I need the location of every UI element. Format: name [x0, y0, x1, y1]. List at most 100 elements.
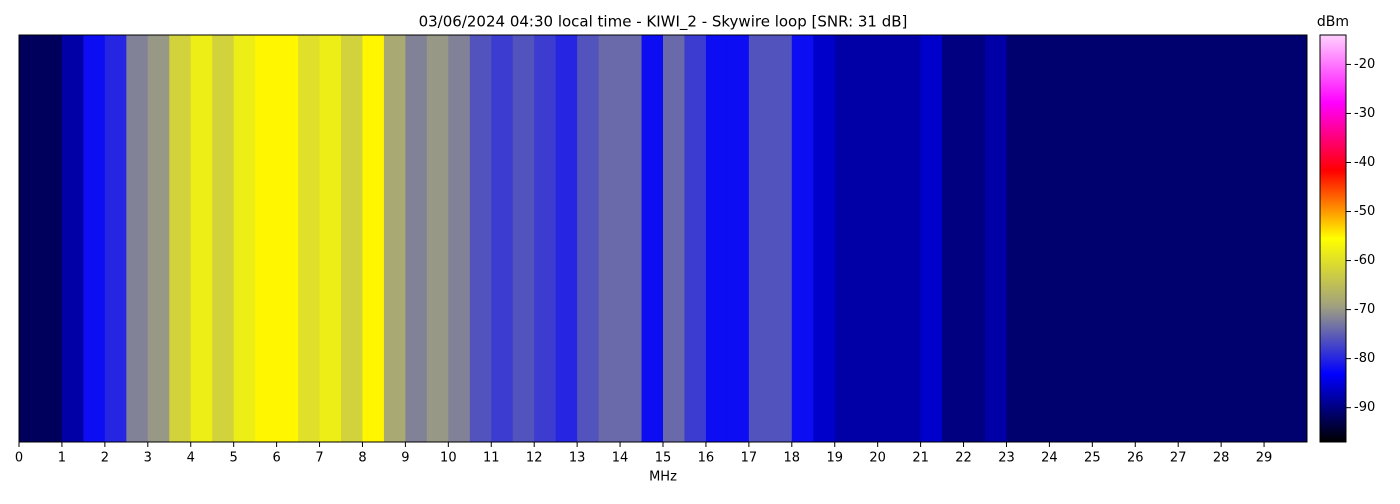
x-axis-label: MHz — [649, 470, 677, 485]
spectrum-cell — [469, 35, 492, 442]
x-tick-label: 18 — [784, 451, 801, 466]
spectrum-cell — [620, 35, 643, 442]
chart-title: 03/06/2024 04:30 local time - KIWI_2 - S… — [419, 13, 908, 32]
spectrum-cell — [899, 35, 922, 442]
spectrum-cell — [147, 35, 170, 442]
spectrum-cell — [1178, 35, 1201, 442]
spectrum-cell — [169, 35, 192, 442]
x-tick-label: 23 — [998, 451, 1015, 466]
spectrum-cell — [727, 35, 750, 442]
spectrum-cell — [255, 35, 278, 442]
spectrum-cell — [298, 35, 321, 442]
spectrum-cell — [942, 35, 965, 442]
x-tick-label: 25 — [1084, 451, 1101, 466]
x-tick-label: 13 — [569, 451, 586, 466]
spectrum-cell — [1285, 35, 1308, 442]
colorbar — [1319, 34, 1347, 443]
spectrum-cell — [126, 35, 149, 442]
spectrum-cell — [212, 35, 235, 442]
spectrum-cell — [663, 35, 685, 442]
spectrum-cell — [705, 35, 728, 442]
spectrum-cell — [233, 35, 256, 442]
x-tick-label: 17 — [741, 451, 758, 466]
x-tick-label: 20 — [869, 451, 886, 466]
x-tick-label: 2 — [101, 451, 109, 466]
spectrum-cell — [40, 35, 63, 442]
spectrum-cell — [491, 35, 514, 442]
x-tick-label: 29 — [1256, 451, 1273, 466]
x-tick-label: 15 — [655, 451, 672, 466]
spectrum-cell — [1242, 35, 1265, 442]
spectrum-cell — [877, 35, 900, 442]
x-tick-label: 24 — [1041, 451, 1058, 466]
spectrum-cell — [1027, 35, 1050, 442]
spectrum-cell — [405, 35, 428, 442]
spectrum-cell — [448, 35, 471, 442]
spectrum-cell — [834, 35, 857, 442]
x-tick-label: 8 — [358, 451, 366, 466]
x-tick-label: 1 — [58, 451, 66, 466]
spectrum-cell — [791, 35, 814, 442]
spectrum-cell — [1006, 35, 1029, 442]
spectrum-cell — [1199, 35, 1222, 442]
spectrum-cell — [598, 35, 621, 442]
colorbar-tick-label: -80 — [1354, 351, 1375, 366]
spectrum-cell — [104, 35, 127, 442]
x-tick-label: 22 — [955, 451, 972, 466]
colorbar-tick-label: -30 — [1354, 106, 1375, 121]
x-tick-label: 4 — [187, 451, 195, 466]
colorbar-tick-label: -20 — [1354, 57, 1375, 72]
spectrum-cell — [83, 35, 106, 442]
spectrum-cell — [684, 35, 707, 442]
spectrum-cell — [1156, 35, 1179, 442]
spectrum-cell — [856, 35, 879, 442]
x-tick-label: 16 — [698, 451, 715, 466]
spectrum-cell — [748, 35, 771, 442]
spectrum-cell — [641, 35, 664, 442]
colorbar-label: dBm — [1317, 14, 1349, 30]
x-tick-label: 0 — [15, 451, 23, 466]
x-tick-label: 19 — [826, 451, 843, 466]
spectrum-cell — [963, 35, 986, 442]
x-tick-label: 28 — [1213, 451, 1230, 466]
x-tick-label: 12 — [526, 451, 543, 466]
spectrum-cell — [577, 35, 600, 442]
spectrum-cell — [1135, 35, 1158, 442]
spectrum-cell — [534, 35, 557, 442]
spectrum-cell — [190, 35, 213, 442]
x-tick-label: 9 — [401, 451, 409, 466]
colorbar-tick-label: -70 — [1354, 302, 1375, 317]
x-tick-label: 6 — [272, 451, 280, 466]
x-tick-label: 3 — [144, 451, 152, 466]
spectrum-cell — [1092, 35, 1115, 442]
spectrum-cell — [985, 35, 1007, 442]
spectrum-cell — [362, 35, 385, 442]
spectrum-cell — [61, 35, 84, 442]
colorbar-tick-label: -60 — [1354, 253, 1375, 268]
spectrum-cell — [276, 35, 299, 442]
x-tick-label: 10 — [440, 451, 457, 466]
spectrum-cell — [1070, 35, 1093, 442]
x-tick-label: 5 — [230, 451, 238, 466]
spectrum-cell — [426, 35, 449, 442]
x-tick-label: 21 — [912, 451, 929, 466]
x-tick-label: 7 — [315, 451, 323, 466]
spectrum-cell — [319, 35, 342, 442]
spectrum-cell — [770, 35, 793, 442]
spectrum-cell — [813, 35, 836, 442]
spectrum-cell — [383, 35, 406, 442]
x-tick-label: 27 — [1170, 451, 1187, 466]
spectrum-cell — [512, 35, 535, 442]
spectrum-cell — [920, 35, 943, 442]
x-tick-label: 11 — [483, 451, 500, 466]
x-tick-label: 26 — [1127, 451, 1144, 466]
colorbar-tick-label: -50 — [1354, 204, 1375, 219]
x-tick-label: 14 — [612, 451, 629, 466]
spectrum-cell — [341, 35, 363, 442]
spectrum-cell — [19, 35, 41, 442]
spectrum-cell — [1113, 35, 1136, 442]
spectrum-cell — [1264, 35, 1287, 442]
spectrum-cell — [555, 35, 578, 442]
spectrum-cell — [1221, 35, 1244, 442]
